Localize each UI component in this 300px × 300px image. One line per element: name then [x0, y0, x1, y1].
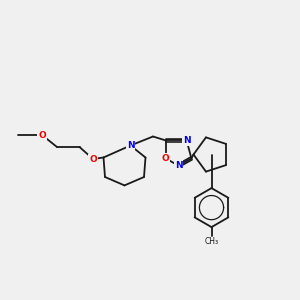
Text: O: O	[162, 154, 170, 163]
Text: N: N	[175, 161, 182, 170]
Text: CH₃: CH₃	[204, 237, 219, 246]
Text: N: N	[183, 136, 190, 145]
Text: O: O	[38, 130, 46, 140]
Text: O: O	[89, 154, 97, 164]
Text: N: N	[127, 141, 134, 150]
